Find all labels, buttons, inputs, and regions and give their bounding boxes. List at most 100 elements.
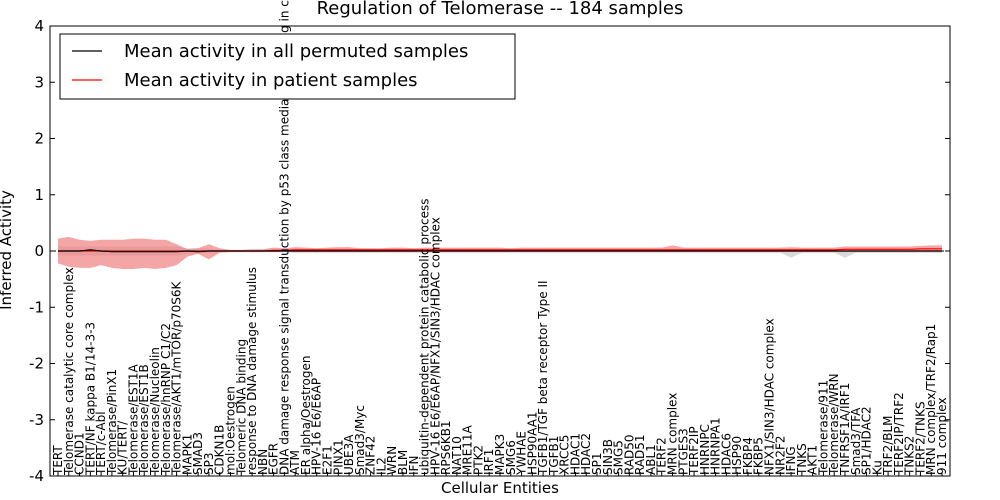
x-tick-label: TERF2IP <box>687 426 701 476</box>
x-tick-label: UBE3A <box>342 434 356 475</box>
y-tick-label: -4 <box>29 467 44 485</box>
y-tick-label: -2 <box>29 355 44 373</box>
x-tick-label: ER alpha/Oestrogen <box>299 356 313 475</box>
y-tick-label: -3 <box>29 411 44 429</box>
x-tick-label: MAPK1 <box>180 434 194 475</box>
x-tick-label: BLM <box>396 450 410 475</box>
x-tick-label: Telomerase/PinX1 <box>105 369 119 476</box>
x-tick-label: TNKS2 <box>903 436 917 476</box>
confidence-bands <box>58 236 942 269</box>
y-tick-label: 2 <box>34 130 44 148</box>
x-tick-label: HSP90 <box>730 436 744 475</box>
x-tick-label: TERF2 <box>655 437 669 476</box>
x-tick-label: PTK2 <box>471 445 485 475</box>
x-tick-label: FKBP5 <box>752 437 766 475</box>
chart-title: Regulation of Telomerase -- 184 samples <box>317 0 684 19</box>
x-tick-label: MAPK3 <box>493 434 507 475</box>
x-tick-label: CCND1 <box>73 432 87 475</box>
x-tick-label: Telomerase/Nucleolin <box>148 347 162 476</box>
x-tick-label: IRF1 <box>482 449 496 475</box>
x-tick-label: XRCC5 <box>558 435 572 475</box>
x-tick-label: Telomerase/EST1B <box>137 364 151 476</box>
x-tick-label: TERF2/TNKS <box>913 401 927 476</box>
x-tick-label: HNRNPA1 <box>709 417 723 475</box>
y-tick-label: 3 <box>34 73 44 91</box>
x-tick-label: TERT <box>51 445 65 476</box>
x-tick-label: TERT/NF kappa B1/14-3-3 <box>83 322 97 476</box>
x-tick-label: Telomerase/AKT1/mTOR/p70S6K <box>170 280 184 476</box>
x-tick-label: Smad3/Myc <box>353 405 367 475</box>
x-tick-label: TERF2IP/TRF2 <box>892 392 906 476</box>
x-tick-label: HPV-16 E6/E6AP <box>310 378 324 475</box>
y-tick-label: 0 <box>34 242 44 260</box>
x-tick-label: FKBP4 <box>741 437 755 475</box>
x-tick-label: Telomerase/hnRNP C1/C2 <box>159 323 173 476</box>
x-tick-label: TRF2/BLM <box>881 415 895 476</box>
legend-label: Mean activity in patient samples <box>124 70 418 91</box>
x-tick-label: IFNG <box>784 446 798 475</box>
x-tick-label: response to DNA damage stimulus <box>245 267 259 475</box>
x-tick-label: mol:Oestrogen <box>224 386 238 475</box>
x-tick-label: TERT/c-Abl <box>94 411 108 476</box>
x-tick-label: HDAC2 <box>579 433 593 475</box>
x-tick-label: RAD50 <box>622 434 636 475</box>
x-tick-label: ubiquitin-dependent protein catabolic pr… <box>418 199 432 475</box>
x-tick-label: TGFB1 <box>547 436 561 476</box>
x-tick-label: HPV-16 E6/E6AP/NFX1/SIN3/HDAC complex <box>428 217 442 475</box>
legend: Mean activity in all permuted samples Mea… <box>59 33 516 100</box>
y-tick-label: 1 <box>34 186 44 204</box>
x-tick-label: WRN <box>385 446 399 475</box>
x-tick-label: Telomerase/EST1A <box>127 363 141 476</box>
x-tick-label: 911 complex <box>935 397 949 475</box>
x-tick-label: Telomerase/WRN <box>827 373 841 476</box>
x-tick-label: SP1/HDAC2 <box>860 406 874 475</box>
y-axis-label: Inferred Activity <box>0 190 15 310</box>
x-tick-label: SIN3B <box>601 439 615 475</box>
x-tick-label: ZNF42 <box>364 436 378 475</box>
x-tick-label: ATM <box>288 450 302 475</box>
x-tick-label: HDAC6 <box>719 433 733 475</box>
series-line-0 <box>58 249 942 253</box>
x-tick-label: NBN <box>256 449 270 475</box>
x-tick-label: PINX1 <box>331 439 345 475</box>
series-band-1 <box>58 236 942 269</box>
x-tick-label: YWHAE <box>515 431 529 476</box>
axes: -4 -3 -2 -1 0 1 2 3 4 <box>29 17 951 485</box>
x-tick-label: SP3 <box>202 453 216 476</box>
x-tick-label: HDAC1 <box>569 433 583 475</box>
x-tick-label: HSP90AA1 <box>525 411 539 475</box>
x-tick-label: IFN <box>407 456 421 475</box>
x-tick-label: Smad3/TFA <box>849 407 863 475</box>
x-tick-label: SMAD3 <box>191 432 205 475</box>
x-tick-label: AKT1 <box>806 445 820 475</box>
x-tick-label: EGFR <box>267 443 281 475</box>
x-tick-label: CDKN1B <box>213 425 227 475</box>
x-tick-label: NR2F2 <box>773 436 787 476</box>
x-tick-label: KU/TERT/ <box>116 420 130 475</box>
x-tick-label: RPS6KB1 <box>439 420 453 475</box>
x-tick-label: SP1 <box>590 453 604 476</box>
x-tick-label: SMG6 <box>504 440 518 475</box>
x-tick-label: E2F1 <box>321 445 335 475</box>
x-tick-label: DNA damage response signal transduction … <box>277 0 291 475</box>
x-tick-label: NAT10 <box>450 436 464 475</box>
legend-label: Mean activity in all permuted samples <box>124 41 468 62</box>
x-axis-label: Cellular Entities <box>441 479 559 497</box>
x-tick-label: Telomerase/911 <box>816 380 830 476</box>
x-tick-label: RAD51 <box>633 434 647 475</box>
x-tick-label: Ku <box>870 460 884 475</box>
x-tick-label: MRE11A <box>461 424 475 475</box>
y-tick-label: -1 <box>29 298 44 316</box>
x-tick-label: Telomeric DNA binding <box>234 339 248 476</box>
legend-box <box>59 33 516 100</box>
x-tick-label: ABL1 <box>644 444 658 475</box>
x-tick-label: Telomerase catalytic core complex <box>62 267 76 476</box>
y-tick-label: 4 <box>34 17 44 35</box>
x-tick-label: TNFRSF1A/IRF1 <box>838 383 852 476</box>
x-tick-label: TNKS <box>795 443 809 476</box>
x-tick-label: MRN complex <box>666 393 680 475</box>
x-tick-label: IL2 <box>374 457 388 475</box>
x-tick-label: MRN complex/TRF2/Rap1 <box>924 324 938 475</box>
